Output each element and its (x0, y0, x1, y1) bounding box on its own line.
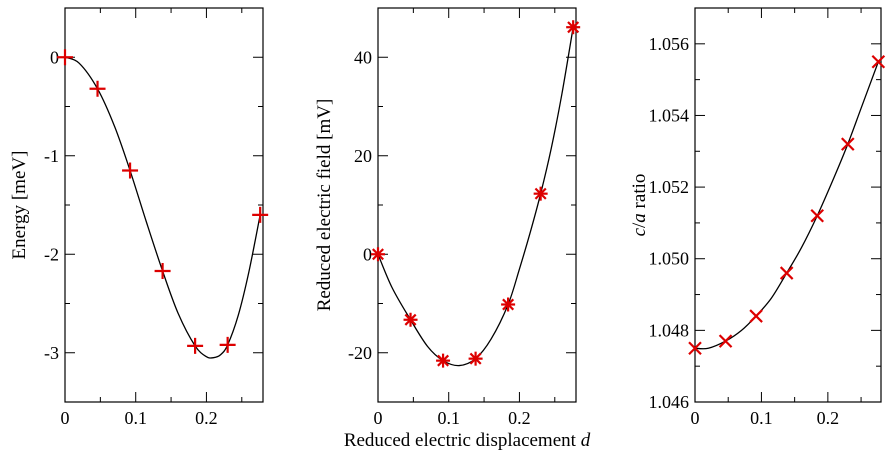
ca-data-point (688, 341, 702, 356)
energy-x-tick-label: 0 (61, 408, 70, 428)
energy-y-tick-label: -1 (44, 146, 59, 166)
field-plot-frame (377, 7, 577, 403)
ca-x-tick-label: 0 (691, 408, 700, 428)
energy-y-tick-label: 0 (50, 47, 59, 67)
ca-data-point (810, 208, 825, 223)
energy-y-tick-label: -3 (44, 343, 59, 363)
field-y-tick-label: 0 (363, 244, 372, 264)
energy-plot-frame (64, 7, 264, 403)
ca-data-point (749, 309, 763, 323)
energy-x-tick-label: 0.2 (195, 408, 218, 428)
field-x-tick-label: 0.1 (437, 408, 460, 428)
energy-data-point (252, 206, 269, 223)
field-data-point (566, 20, 581, 35)
field-y-axis-label: Reduced electric field [mV] (314, 99, 335, 312)
energy-data-point (154, 263, 171, 279)
ca-plot-frame (694, 7, 882, 403)
energy-fit-curve (65, 56, 261, 359)
ca-y-tick-label: 1.054 (649, 105, 690, 125)
field-data-point (371, 247, 385, 262)
field-y-tick-label: 40 (354, 47, 372, 67)
electric-field-panel: 0 0.1 0.2 40 20 0 -20 Reduced electric field [m… (314, 7, 581, 428)
field-x-tick-label: 0 (374, 408, 383, 428)
energy-data-point (219, 336, 236, 353)
ca-y-tick-label: 1.050 (649, 249, 690, 269)
shared-x-axis-label: Reduced electric displacement d (344, 430, 591, 451)
energy-y-tick-label: -2 (44, 244, 59, 264)
ca-y-tick-label: 1.048 (649, 320, 690, 340)
ca-data-point (718, 334, 733, 348)
energy-data-point (122, 162, 139, 179)
ca-y-tick-label: 1.052 (649, 177, 690, 197)
ca-ratio-panel: 0 0.1 0.2 1.046 1.048 1.050 1.052 1.054 1.056 c/a… (629, 7, 886, 428)
field-y-tick-label: 20 (354, 146, 372, 166)
energy-panel: 0 0.1 0.2 0 -1 -2 -3 Energy [meV] (9, 7, 269, 428)
energy-x-tick-label: 0.1 (124, 408, 147, 428)
field-x-tick-label: 0.2 (508, 408, 531, 428)
field-data-point (468, 351, 483, 366)
ca-data-point (871, 54, 886, 69)
ca-y-tick-label: 1.056 (649, 34, 690, 54)
ca-fit-curve (695, 61, 879, 350)
energy-data-point (89, 80, 106, 97)
ca-data-point (779, 266, 794, 280)
field-y-tick-label: -20 (348, 343, 372, 363)
energy-y-axis-label: Energy [meV] (9, 151, 30, 260)
field-data-point (436, 353, 451, 368)
ca-data-point (841, 137, 855, 151)
energy-data-point (57, 49, 73, 66)
field-data-point (501, 297, 516, 312)
field-data-point (533, 186, 548, 201)
ca-x-tick-label: 0.1 (750, 408, 773, 428)
field-data-point (403, 312, 418, 327)
ca-y-tick-label: 1.046 (649, 392, 690, 412)
ca-y-axis-label: c/a ratio (629, 174, 650, 237)
ca-x-tick-label: 0.2 (817, 408, 840, 428)
field-fit-curve (378, 27, 574, 367)
energy-data-point (187, 337, 204, 354)
